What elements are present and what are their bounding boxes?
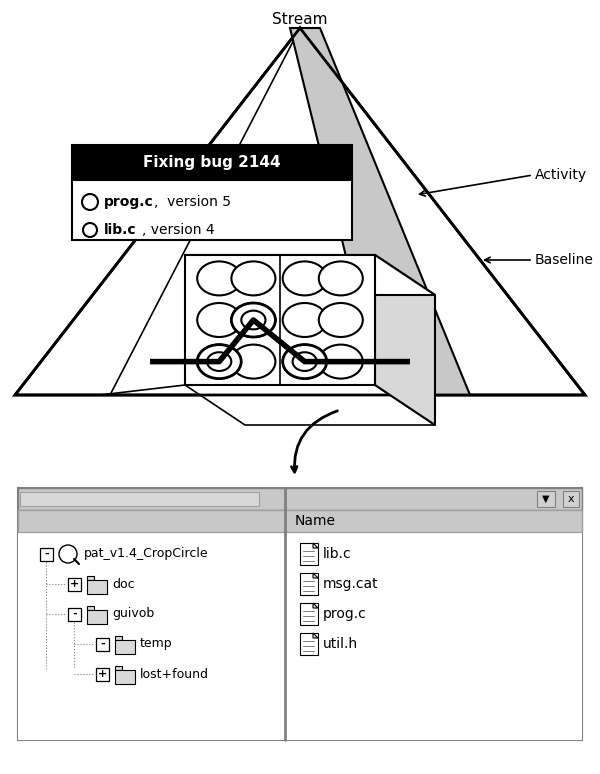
Bar: [300, 633, 318, 655]
Text: msg.cat: msg.cat: [323, 577, 379, 591]
Ellipse shape: [207, 352, 232, 371]
Ellipse shape: [283, 303, 326, 337]
Bar: [300, 573, 318, 595]
Bar: [115, 640, 135, 654]
Circle shape: [83, 223, 97, 237]
Bar: [68, 608, 81, 621]
Bar: [563, 491, 579, 507]
Ellipse shape: [197, 303, 241, 337]
Text: pat_v1.4_CropCircle: pat_v1.4_CropCircle: [84, 547, 209, 560]
Bar: [96, 668, 109, 681]
Bar: [18, 510, 285, 532]
Bar: [87, 580, 107, 594]
Text: Stream: Stream: [272, 12, 328, 27]
Polygon shape: [375, 255, 435, 425]
Bar: [40, 548, 53, 561]
Bar: [185, 255, 375, 385]
Bar: [72, 180, 352, 240]
Text: doc: doc: [112, 577, 134, 591]
Bar: [96, 638, 109, 651]
Ellipse shape: [232, 262, 275, 296]
Polygon shape: [185, 255, 435, 295]
Text: -: -: [44, 549, 49, 559]
Ellipse shape: [232, 303, 275, 337]
Polygon shape: [115, 666, 122, 670]
Ellipse shape: [319, 344, 363, 378]
Ellipse shape: [293, 352, 317, 371]
Polygon shape: [185, 385, 435, 425]
Polygon shape: [313, 573, 318, 578]
Ellipse shape: [241, 310, 265, 330]
Text: lib.c: lib.c: [104, 223, 137, 237]
Ellipse shape: [283, 344, 326, 378]
Text: x: x: [568, 494, 574, 504]
Text: ▼: ▼: [542, 494, 550, 504]
Text: +: +: [98, 669, 107, 679]
Polygon shape: [87, 576, 94, 580]
Text: temp: temp: [140, 638, 173, 650]
Ellipse shape: [232, 303, 275, 337]
Text: lost+found: lost+found: [140, 667, 209, 680]
Text: -: -: [100, 639, 105, 649]
Polygon shape: [313, 543, 318, 548]
Bar: [87, 610, 107, 624]
Bar: [20, 492, 259, 506]
Ellipse shape: [197, 344, 241, 378]
Text: -: -: [72, 609, 77, 619]
Ellipse shape: [232, 344, 275, 378]
Bar: [68, 578, 81, 591]
Bar: [18, 488, 582, 510]
Circle shape: [82, 194, 98, 210]
Polygon shape: [313, 633, 318, 638]
Text: , version 4: , version 4: [142, 223, 215, 237]
Bar: [537, 491, 555, 507]
Text: prog.c: prog.c: [323, 607, 367, 621]
Polygon shape: [15, 28, 585, 395]
Bar: [18, 532, 285, 740]
Ellipse shape: [283, 344, 326, 378]
Bar: [300, 603, 318, 625]
Ellipse shape: [197, 344, 241, 378]
Polygon shape: [313, 603, 318, 608]
Bar: [115, 670, 135, 684]
Bar: [285, 532, 582, 740]
Bar: [285, 510, 582, 532]
Circle shape: [59, 545, 77, 563]
Text: guivob: guivob: [112, 608, 154, 621]
Polygon shape: [87, 606, 94, 610]
Text: Fixing bug 2144: Fixing bug 2144: [143, 155, 281, 170]
Polygon shape: [115, 636, 122, 640]
Text: util.h: util.h: [323, 637, 358, 651]
Text: Name: Name: [295, 514, 336, 528]
Bar: [300, 543, 318, 565]
Polygon shape: [290, 28, 470, 395]
Text: lib.c: lib.c: [323, 547, 352, 561]
Text: +: +: [70, 579, 79, 589]
Text: Baseline: Baseline: [535, 253, 594, 267]
Text: ,  version 5: , version 5: [154, 195, 231, 209]
Text: Activity: Activity: [535, 168, 587, 182]
Bar: [18, 488, 582, 740]
Ellipse shape: [319, 262, 363, 296]
Bar: [72, 145, 352, 180]
Ellipse shape: [283, 262, 326, 296]
Ellipse shape: [197, 262, 241, 296]
Text: prog.c: prog.c: [104, 195, 154, 209]
Ellipse shape: [319, 303, 363, 337]
